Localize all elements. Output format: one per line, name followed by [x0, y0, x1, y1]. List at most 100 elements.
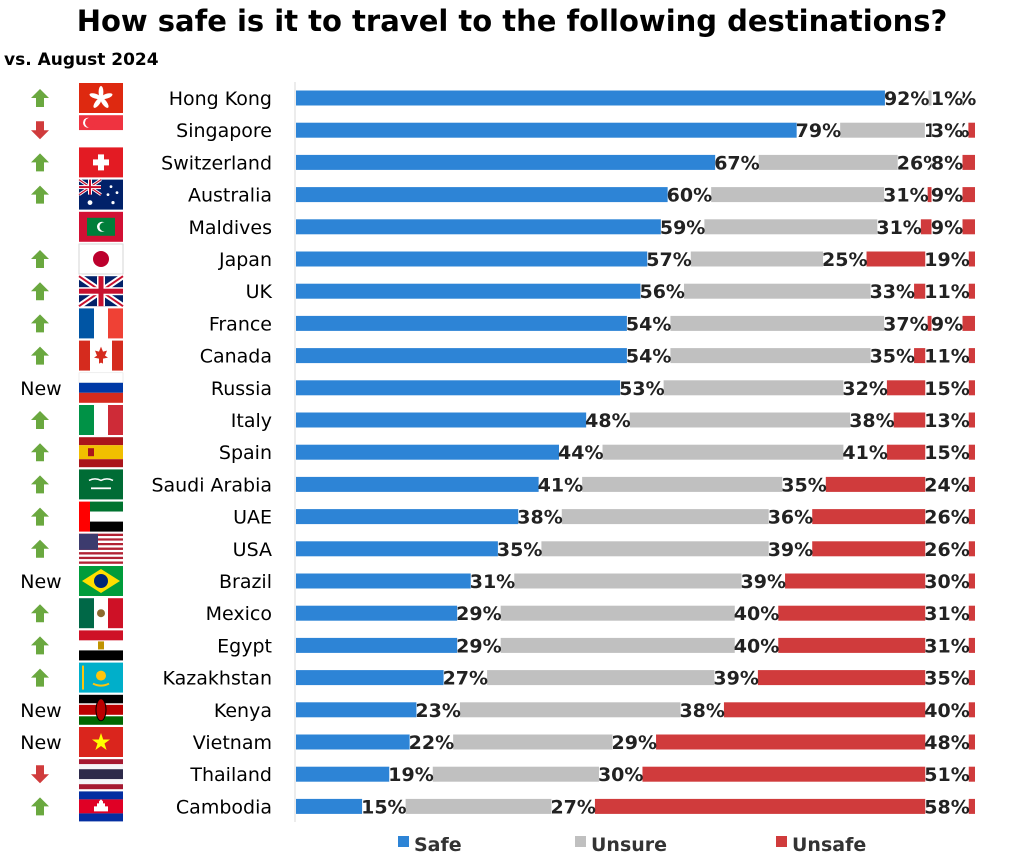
- data-label-unsafe: 26%: [924, 507, 969, 529]
- data-label-safe: 59%: [660, 217, 705, 239]
- data-label-unsure-bg: [850, 408, 894, 432]
- data-label-unsafe: 30%: [924, 571, 969, 593]
- data-label-safe: 92%: [884, 88, 929, 110]
- data-label-safe: 53%: [619, 378, 664, 400]
- data-label-safe-bg: [660, 214, 705, 239]
- chart-row-france: France 54% 37% 9%: [31, 308, 975, 339]
- flag-singapore-icon: [79, 115, 123, 146]
- data-label-safe-bg: [538, 472, 583, 497]
- bar-unsure: [452, 702, 711, 718]
- data-label-safe-bg: [626, 311, 671, 336]
- data-label-unsafe: 51%: [924, 764, 969, 786]
- data-label-unsafe: 40%: [924, 700, 969, 722]
- arrow-up-icon: [31, 346, 49, 365]
- bar-unsafe: [771, 573, 975, 589]
- arrow-up-icon: [31, 314, 49, 333]
- data-label-unsure-bg: [598, 762, 643, 787]
- bar-unsure: [425, 766, 629, 782]
- data-label-unsafe-bg: [925, 247, 969, 271]
- data-label-safe: 57%: [646, 249, 691, 271]
- bar-safe: [296, 734, 446, 750]
- data-label-unsafe-bg: [931, 86, 963, 110]
- data-label-unsafe-bg: [925, 375, 969, 400]
- data-label-unsafe-bg: [931, 150, 963, 175]
- category-label: Italy: [231, 410, 272, 432]
- flag-kazakhstan-icon: [79, 662, 123, 693]
- data-label-unsure-bg: [884, 182, 928, 207]
- chart-row-switzerland: Switzerland 67% 26%8%: [31, 147, 975, 178]
- data-label-unsure-bg: [680, 697, 724, 722]
- chart-row-australia: Australia 60% 31% 9%: [31, 178, 975, 210]
- bar-safe: [296, 283, 677, 299]
- arrow-up-icon: [31, 153, 49, 172]
- bar-safe: [296, 444, 595, 460]
- flag-kenya-icon: [79, 694, 123, 725]
- data-label-unsure: 39%: [713, 668, 758, 690]
- data-label-unsafe-bg: [925, 504, 969, 529]
- new-badge: New: [20, 378, 61, 400]
- data-label-safe: 54%: [626, 346, 671, 368]
- chart-row-italy: Italy 48% 38% 13%: [31, 405, 975, 435]
- flag-japan-icon: [78, 243, 124, 275]
- data-label-unsafe-bg: [925, 279, 969, 304]
- data-label-unsure: 35%: [870, 346, 915, 368]
- bar-unsure: [492, 637, 765, 653]
- data-label-unsure-bg: [734, 601, 779, 626]
- data-label-unsure: 39%: [768, 539, 813, 561]
- data-label-unsafe: 19%: [924, 249, 969, 271]
- data-label-unsure: 38%: [679, 700, 724, 722]
- data-label-safe-bg: [715, 150, 759, 175]
- legend-item-unsafe: Unsafe: [776, 834, 866, 856]
- data-label-unsure: 32%: [842, 378, 887, 400]
- data-label-safe: 38%: [517, 507, 562, 529]
- chart-row-thailand: Thailand 19% 30% 51%: [31, 759, 975, 790]
- data-label-safe: 29%: [456, 603, 501, 625]
- data-label-safe-bg: [620, 375, 664, 400]
- data-label-unsure-bg: [768, 536, 813, 561]
- chart-row-egypt: Egypt 29% 40% 31%: [31, 630, 975, 661]
- data-label-unsafe-bg: [925, 601, 969, 626]
- data-label-unsafe-bg: [925, 536, 969, 561]
- bar-safe: [296, 605, 493, 621]
- data-label-unsure-bg: [843, 375, 887, 400]
- data-label-safe: 27%: [443, 668, 488, 690]
- data-label-safe-bg: [497, 536, 542, 561]
- chart-row-cambodia: Cambodia 15% 27% 58%: [31, 791, 975, 822]
- chart-row-canada: Canada 54% 35% 11%: [31, 340, 975, 371]
- bar-unsure: [683, 251, 853, 267]
- bar-unsure: [506, 573, 772, 589]
- data-label-safe-bg: [640, 279, 684, 304]
- data-label-safe-bg: [647, 247, 691, 271]
- bar-safe: [296, 541, 534, 557]
- chart-row-russia: New Russia 53% 32% 15%: [20, 372, 975, 403]
- chart-row-japan: Japan 57% 25% 19%: [31, 243, 975, 275]
- legend-label: Unsure: [591, 834, 667, 856]
- bar-unsure: [554, 509, 799, 525]
- bar-unsure: [594, 444, 874, 460]
- category-label: Russia: [211, 378, 272, 400]
- data-label-unsure: 33%: [870, 281, 915, 303]
- bar-unsure: [533, 541, 799, 557]
- data-label-unsafe-bg: [931, 182, 963, 207]
- bar-unsafe: [581, 798, 975, 814]
- flag-thailand-icon: [79, 759, 123, 790]
- data-label-unsafe: 9%: [931, 313, 963, 335]
- category-label: Brazil: [219, 571, 272, 593]
- arrow-up-icon: [31, 668, 49, 687]
- data-label-unsure-bg: [768, 504, 813, 529]
- data-label-unsafe: 58%: [924, 796, 969, 818]
- legend-swatch: [776, 836, 787, 847]
- category-label: Kenya: [214, 700, 272, 722]
- data-label-unsure: 29%: [612, 732, 657, 754]
- data-label-unsafe-bg: [925, 440, 969, 465]
- arrow-down-icon: [31, 121, 49, 140]
- data-label-safe: 19%: [388, 764, 433, 786]
- data-label-unsure: 30%: [598, 764, 643, 786]
- data-label-unsure-bg: [823, 247, 867, 271]
- data-label-unsure-bg: [741, 569, 786, 593]
- data-label-safe-bg: [559, 440, 603, 465]
- data-label-unsafe: 11%: [924, 281, 969, 303]
- data-label-unsafe-bg: [925, 408, 969, 432]
- category-label: Mexico: [206, 603, 272, 625]
